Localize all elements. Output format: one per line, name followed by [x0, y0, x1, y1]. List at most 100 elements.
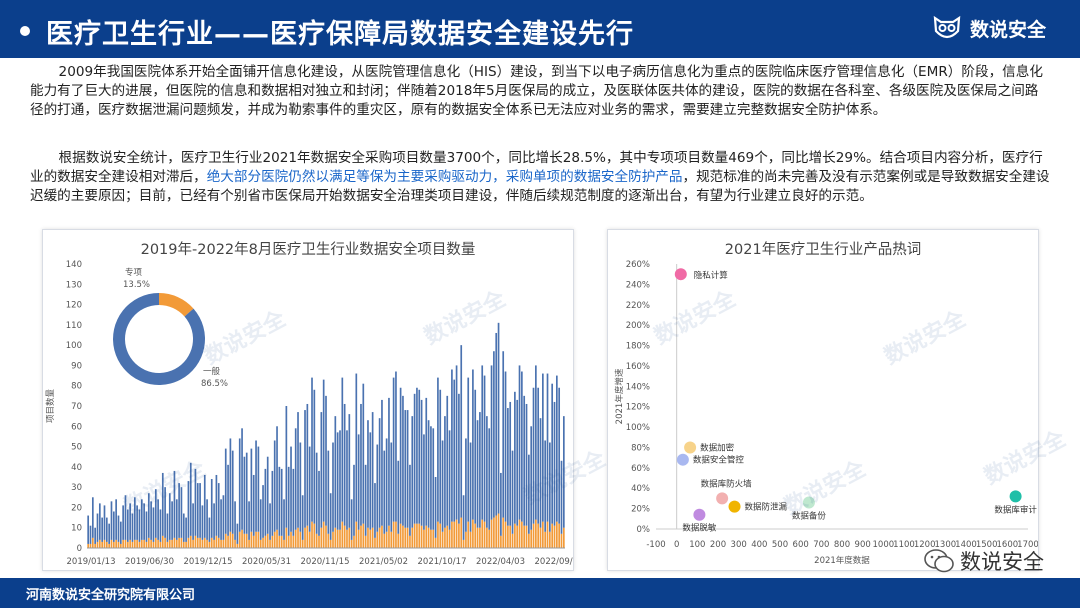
bar-special — [89, 543, 92, 548]
bar-general — [245, 452, 248, 534]
bar-general — [509, 401, 512, 526]
bar-general — [234, 501, 236, 540]
bar-special — [266, 533, 269, 548]
bar-general — [476, 420, 479, 528]
bar-special — [472, 519, 474, 548]
scatter-point — [716, 492, 729, 505]
y-tick-label: 70 — [71, 402, 82, 412]
x-tick-label: 900 — [855, 540, 871, 550]
y-tick-label: 110 — [66, 321, 82, 331]
bar-general — [255, 440, 257, 532]
bar-general — [159, 509, 162, 542]
bar-general — [166, 513, 169, 542]
bar-special — [159, 541, 162, 548]
bar-special — [243, 533, 246, 548]
bar-special — [185, 541, 187, 548]
bar-special — [432, 529, 435, 548]
bar-special — [367, 527, 369, 548]
bar-special — [203, 537, 206, 548]
bar-special — [521, 521, 523, 548]
bar-general — [444, 416, 446, 528]
bar-general — [404, 410, 407, 528]
footer-org: 河南数说安全研究院有限公司 — [26, 588, 196, 603]
bar-special — [143, 539, 145, 548]
bar-special — [369, 529, 372, 548]
bar-general — [161, 472, 164, 536]
bar-special — [306, 525, 309, 548]
bar-special — [320, 527, 323, 548]
bar-general — [138, 509, 141, 542]
bar-special — [507, 525, 509, 548]
bar-general — [208, 517, 211, 542]
bar-general — [243, 456, 246, 534]
bar-special — [297, 527, 299, 548]
bar-special — [318, 535, 320, 548]
bar-general — [269, 503, 271, 540]
bar-general — [203, 474, 206, 538]
bar-general — [332, 442, 334, 532]
bar-special — [555, 521, 558, 548]
bar-general — [451, 369, 453, 522]
bar-general — [423, 434, 425, 530]
x-tick-label: 1100 — [893, 540, 915, 550]
bar-special — [364, 535, 367, 548]
bar-general — [306, 403, 309, 526]
bar-special — [213, 539, 215, 548]
x-tick-label: 2021/05/02 — [359, 557, 408, 567]
bar-special — [493, 517, 495, 548]
bar-general — [322, 379, 325, 522]
bar-general — [126, 509, 129, 542]
bar-special — [105, 541, 108, 548]
bar-general — [362, 383, 365, 524]
bar-special — [558, 523, 561, 548]
scatter-point — [676, 453, 689, 466]
bar-general — [542, 373, 544, 522]
bar-chart-title: 2019年-2022年8月医疗卫生行业数据安全项目数量 — [140, 242, 476, 258]
x-tick-label: 1000 — [873, 540, 895, 550]
wechat-icon — [924, 549, 954, 573]
bar-general — [462, 495, 465, 540]
bar-special — [434, 537, 437, 548]
bar-general — [171, 501, 173, 540]
bar-general — [481, 365, 484, 520]
bar-general — [381, 399, 383, 526]
bar-general — [490, 365, 493, 520]
bar-special — [206, 539, 208, 548]
x-tick-label: 2020/05/31 — [242, 557, 291, 567]
bar-special — [276, 529, 278, 548]
bar-general — [103, 505, 106, 540]
bar-general — [392, 377, 395, 522]
bar-special — [448, 529, 451, 548]
x-tick-label: 400 — [751, 540, 767, 550]
bar-special — [280, 535, 283, 548]
bar-general — [385, 438, 388, 532]
bar-general — [206, 499, 208, 540]
bar-general — [502, 351, 505, 518]
bar-special — [315, 533, 318, 548]
bar-general — [558, 387, 561, 524]
bar-special — [173, 537, 176, 548]
bar-special — [336, 529, 339, 548]
bar-general — [187, 481, 190, 538]
y-axis-label: 项目数量 — [45, 389, 56, 424]
bar-general — [341, 377, 344, 522]
bar-special — [126, 541, 129, 548]
bar-special — [455, 519, 458, 548]
bar-special — [514, 523, 516, 548]
bar-special — [133, 539, 136, 548]
bar-general — [276, 426, 278, 530]
y-tick-label: 40% — [631, 484, 650, 494]
y-axis-label: 2021年度增速 — [614, 368, 625, 424]
bar-general — [311, 377, 313, 522]
bar-special — [546, 521, 549, 548]
bar-special — [451, 521, 453, 548]
bar-general — [320, 412, 323, 528]
bar-special — [469, 531, 472, 548]
bar-general — [250, 448, 253, 532]
bar-general — [488, 428, 491, 530]
x-tick-label: 1200 — [914, 540, 936, 550]
bar-special — [490, 519, 493, 548]
bar-general — [446, 395, 449, 526]
bar-general — [448, 430, 451, 530]
y-tick-label: 160% — [626, 362, 650, 372]
